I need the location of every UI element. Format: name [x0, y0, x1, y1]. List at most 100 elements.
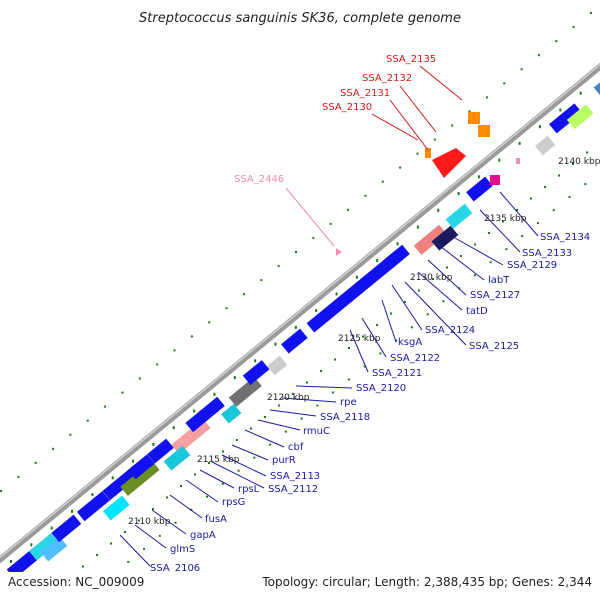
gene-label[interactable]: SSA_2134 — [540, 232, 590, 243]
gene-label[interactable]: gapA — [190, 530, 216, 541]
leader-line — [399, 85, 437, 133]
gc-dot — [457, 192, 460, 196]
gene-label[interactable]: SSA_2124 — [425, 325, 475, 336]
gene-label[interactable]: SSA_2130 — [322, 102, 372, 113]
gc-dot — [584, 183, 587, 186]
gene-label[interactable]: SSA_2135 — [386, 54, 436, 65]
gc-dot — [71, 509, 74, 513]
gene-block — [120, 460, 160, 496]
gc-dot — [284, 430, 287, 433]
gc-dot — [86, 419, 89, 422]
gc-dot — [468, 110, 471, 113]
gc-dot — [335, 292, 338, 296]
gc-dot — [127, 560, 130, 563]
leader-line — [371, 113, 419, 141]
gene-label[interactable]: SSA_2106 — [150, 563, 200, 574]
gene-label[interactable]: SSA_2122 — [390, 353, 440, 364]
tick-label: 2140 kbp — [558, 157, 600, 167]
gc-dot — [558, 174, 560, 177]
gc-dot — [292, 393, 294, 395]
gc-dot — [518, 141, 521, 145]
leader-line — [211, 461, 265, 489]
gene-label[interactable]: SSA_2120 — [356, 383, 406, 394]
gc-dot — [516, 209, 518, 211]
gene-label[interactable]: labT — [488, 275, 510, 286]
gc-dot — [124, 531, 126, 533]
gene-block — [76, 491, 110, 522]
tick-label: 2125 kbp — [338, 334, 381, 344]
leader-line — [499, 191, 539, 237]
leader-line — [404, 281, 467, 346]
gc-dot — [69, 433, 72, 436]
gc-dot — [30, 543, 33, 547]
genome-backbone-highlight — [0, 63, 600, 559]
gene-label[interactable]: glmS — [170, 544, 195, 555]
gc-dot — [404, 301, 406, 303]
gc-dot — [138, 519, 140, 522]
gc-dot — [295, 251, 297, 253]
gene-label[interactable]: SSA_2446 — [234, 174, 284, 185]
gene-label[interactable]: rmuC — [303, 426, 330, 437]
gene-block — [468, 112, 480, 124]
gene-block — [336, 248, 342, 256]
leader-line — [151, 509, 187, 535]
gene-label[interactable]: fusA — [205, 514, 227, 525]
gene-block — [383, 244, 410, 270]
gene-block — [566, 104, 594, 130]
gc-dot — [376, 258, 379, 262]
leader-line — [199, 469, 235, 489]
leader-lines — [119, 65, 539, 567]
gene-label[interactable]: tatD — [466, 306, 488, 317]
gc-dot — [172, 426, 175, 430]
gc-dot — [237, 469, 240, 472]
gene-label[interactable]: ksgA — [398, 337, 422, 348]
gc-dot — [572, 163, 574, 165]
gene-label[interactable]: rpsG — [222, 497, 245, 508]
gene-label[interactable]: purR — [272, 455, 296, 466]
gc-dot — [590, 12, 592, 14]
gc-dot — [329, 222, 332, 225]
gc-dot — [222, 450, 224, 453]
gene-label[interactable]: SSA_2112 — [268, 484, 318, 495]
leader-line — [119, 534, 151, 567]
gc-dot — [50, 526, 53, 530]
gc-dot — [221, 482, 224, 485]
gene-label[interactable]: SSA_2113 — [270, 471, 320, 482]
gc-dot — [180, 485, 182, 487]
gene-label[interactable]: SSA_2118 — [320, 412, 370, 423]
gene-block — [431, 225, 459, 251]
leader-line — [391, 284, 423, 331]
gc-dot — [416, 152, 419, 155]
tick-label: 2120 kbp — [267, 393, 310, 403]
gc-dot — [111, 476, 114, 480]
gene-block — [445, 203, 473, 229]
gene-block — [51, 514, 82, 543]
gc-dot — [254, 359, 257, 363]
gene-label[interactable]: rpe — [340, 397, 357, 408]
gene-block — [242, 360, 270, 385]
gene-block — [147, 438, 174, 464]
gene-block — [535, 135, 556, 156]
gene-label[interactable]: SSA_2132 — [362, 73, 412, 84]
gene-label[interactable]: SSA_2133 — [522, 248, 572, 259]
gene-label[interactable]: rpsL — [238, 484, 260, 495]
gene-label[interactable]: SSA_2131 — [340, 88, 390, 99]
gene-block — [432, 148, 466, 178]
gene-block — [267, 355, 288, 376]
gene-label[interactable]: SSA_2129 — [507, 260, 557, 271]
gene-block — [490, 175, 500, 185]
gene-label[interactable]: SSA_2121 — [372, 368, 422, 379]
gc-dot — [473, 274, 476, 277]
gc-dot — [91, 493, 94, 497]
gene-label[interactable]: cbf — [288, 442, 304, 453]
leader-line — [389, 99, 429, 151]
gc-dot — [362, 335, 364, 338]
gene-block — [281, 328, 308, 354]
gene-labels: SSA_2106 glmS gapA fusA rpsG rpsL SSA_21… — [150, 54, 590, 574]
leader-line — [361, 317, 387, 358]
gene-label[interactable]: SSA_2125 — [469, 341, 519, 352]
gc-dot — [193, 409, 196, 413]
gene-label[interactable]: SSA_2127 — [470, 290, 520, 301]
gc-dot — [158, 534, 161, 537]
gene-block — [198, 396, 225, 422]
